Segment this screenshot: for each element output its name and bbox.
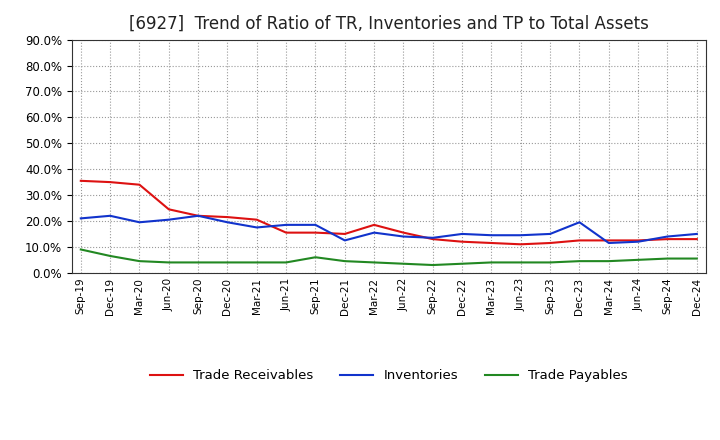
Trade Payables bbox=[634, 257, 642, 263]
Trade Receivables bbox=[223, 214, 232, 220]
Trade Payables bbox=[693, 256, 701, 261]
Title: [6927]  Trend of Ratio of TR, Inventories and TP to Total Assets: [6927] Trend of Ratio of TR, Inventories… bbox=[129, 15, 649, 33]
Inventories bbox=[311, 222, 320, 227]
Inventories bbox=[663, 234, 672, 239]
Trade Payables bbox=[546, 260, 554, 265]
Trade Payables bbox=[487, 260, 496, 265]
Inventories bbox=[106, 213, 114, 218]
Line: Trade Receivables: Trade Receivables bbox=[81, 181, 697, 244]
Trade Payables bbox=[458, 261, 467, 266]
Trade Payables bbox=[311, 255, 320, 260]
Inventories bbox=[253, 225, 261, 230]
Trade Payables bbox=[516, 260, 525, 265]
Inventories bbox=[634, 239, 642, 244]
Trade Receivables bbox=[634, 238, 642, 243]
Inventories bbox=[370, 230, 379, 235]
Trade Payables bbox=[164, 260, 173, 265]
Trade Receivables bbox=[341, 231, 349, 237]
Trade Payables bbox=[282, 260, 290, 265]
Trade Receivables bbox=[76, 178, 85, 183]
Trade Receivables bbox=[663, 236, 672, 242]
Inventories bbox=[223, 220, 232, 225]
Trade Receivables bbox=[253, 217, 261, 222]
Trade Payables bbox=[194, 260, 202, 265]
Inventories bbox=[399, 234, 408, 239]
Trade Receivables bbox=[546, 240, 554, 246]
Trade Receivables bbox=[282, 230, 290, 235]
Line: Inventories: Inventories bbox=[81, 216, 697, 243]
Trade Receivables bbox=[487, 240, 496, 246]
Inventories bbox=[693, 231, 701, 237]
Trade Receivables bbox=[194, 213, 202, 218]
Trade Payables bbox=[399, 261, 408, 266]
Inventories bbox=[76, 216, 85, 221]
Trade Receivables bbox=[516, 242, 525, 247]
Trade Payables bbox=[106, 253, 114, 259]
Trade Payables bbox=[428, 262, 437, 268]
Trade Receivables bbox=[693, 236, 701, 242]
Trade Receivables bbox=[164, 207, 173, 212]
Inventories bbox=[546, 231, 554, 237]
Trade Payables bbox=[605, 258, 613, 264]
Inventories bbox=[516, 233, 525, 238]
Trade Payables bbox=[135, 258, 144, 264]
Trade Payables bbox=[223, 260, 232, 265]
Inventories bbox=[341, 238, 349, 243]
Trade Receivables bbox=[399, 230, 408, 235]
Inventories bbox=[428, 235, 437, 240]
Trade Payables bbox=[575, 258, 584, 264]
Trade Receivables bbox=[135, 182, 144, 187]
Inventories bbox=[458, 231, 467, 237]
Trade Payables bbox=[76, 247, 85, 252]
Trade Receivables bbox=[458, 239, 467, 244]
Legend: Trade Receivables, Inventories, Trade Payables: Trade Receivables, Inventories, Trade Pa… bbox=[145, 364, 633, 388]
Trade Receivables bbox=[370, 222, 379, 227]
Trade Receivables bbox=[428, 236, 437, 242]
Line: Trade Payables: Trade Payables bbox=[81, 249, 697, 265]
Trade Receivables bbox=[605, 238, 613, 243]
Inventories bbox=[605, 240, 613, 246]
Trade Payables bbox=[663, 256, 672, 261]
Trade Receivables bbox=[311, 230, 320, 235]
Inventories bbox=[487, 233, 496, 238]
Trade Receivables bbox=[575, 238, 584, 243]
Trade Payables bbox=[253, 260, 261, 265]
Inventories bbox=[282, 222, 290, 227]
Inventories bbox=[135, 220, 144, 225]
Trade Receivables bbox=[106, 180, 114, 185]
Trade Payables bbox=[341, 258, 349, 264]
Inventories bbox=[575, 220, 584, 225]
Inventories bbox=[194, 213, 202, 218]
Trade Payables bbox=[370, 260, 379, 265]
Inventories bbox=[164, 217, 173, 222]
